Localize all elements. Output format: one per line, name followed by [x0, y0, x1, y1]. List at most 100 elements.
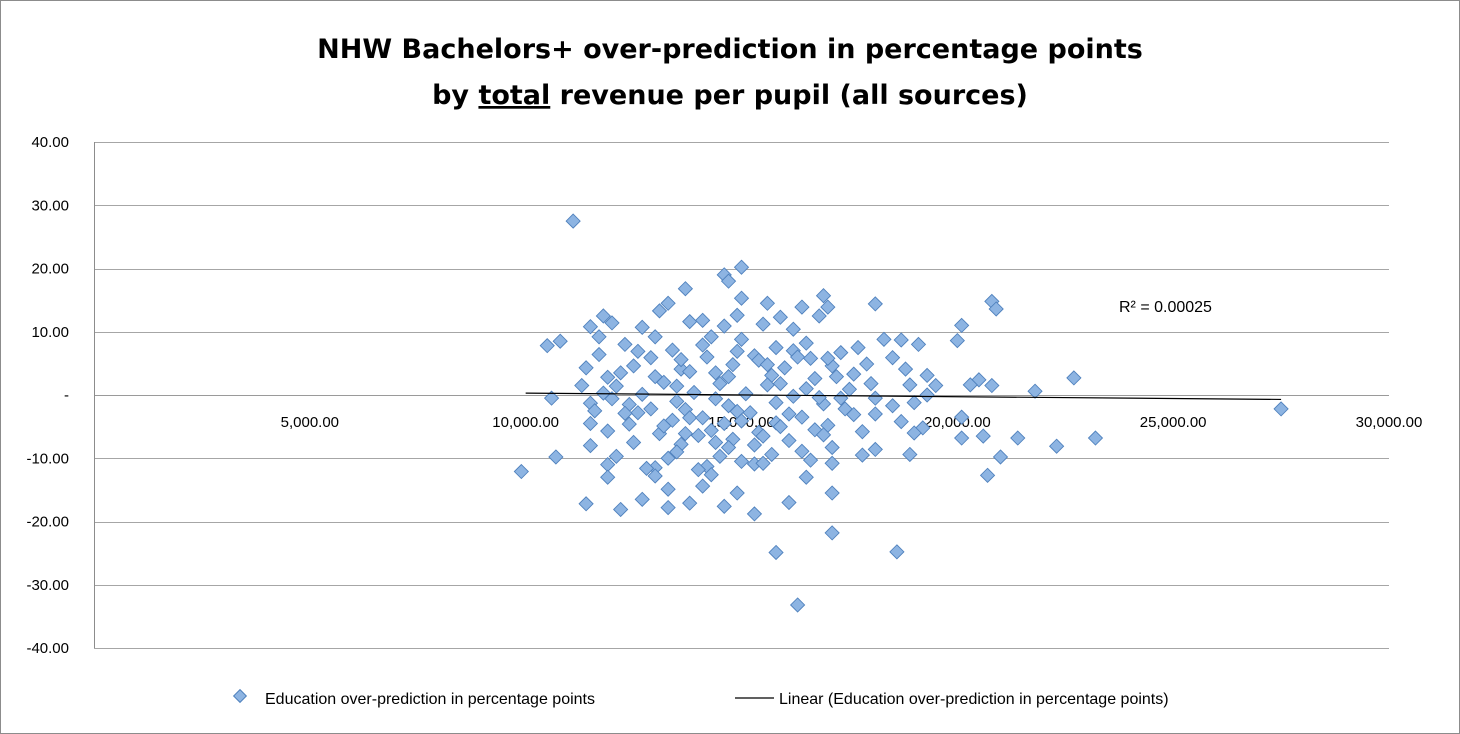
data-point	[703, 329, 719, 345]
data-point	[833, 344, 849, 361]
data-point	[768, 339, 784, 356]
data-point	[707, 365, 724, 381]
data-point	[600, 369, 616, 385]
data-point	[682, 495, 698, 511]
data-point	[824, 485, 840, 501]
data-point	[630, 405, 646, 421]
data-point	[634, 491, 650, 507]
data-point	[954, 430, 970, 446]
data-point	[815, 288, 832, 304]
data-point	[643, 350, 659, 366]
data-point	[759, 357, 776, 373]
data-point	[656, 374, 672, 390]
data-point	[677, 281, 694, 297]
data-point	[591, 346, 607, 363]
data-point	[712, 448, 728, 464]
data-point	[612, 501, 629, 518]
data-point	[587, 403, 603, 419]
data-point	[802, 350, 819, 366]
data-point	[582, 415, 599, 432]
data-point	[733, 331, 750, 347]
y-tick-label: -	[64, 387, 69, 404]
data-point	[625, 434, 642, 451]
data-point	[824, 525, 840, 541]
data-point	[1087, 430, 1104, 446]
data-point	[617, 405, 633, 421]
legend-label-scatter: Education over-prediction in percentage …	[265, 691, 595, 708]
y-tick-label: -40.00	[26, 640, 69, 657]
data-point	[625, 358, 642, 374]
data-point	[677, 425, 694, 442]
data-point	[910, 336, 927, 353]
data-point	[716, 318, 732, 334]
y-tick-label: -30.00	[26, 577, 69, 594]
data-point	[794, 409, 810, 425]
data-point	[604, 315, 620, 331]
data-point	[729, 485, 745, 501]
data-point	[582, 319, 599, 335]
data-point	[906, 425, 922, 441]
data-point	[928, 377, 944, 394]
data-point	[824, 455, 840, 471]
data-point	[746, 437, 763, 453]
data-point	[828, 369, 845, 385]
data-point	[600, 423, 616, 439]
data-point	[664, 412, 681, 428]
x-tick-label: 10,000.00	[492, 414, 559, 431]
data-point	[984, 377, 1000, 394]
data-point	[759, 295, 776, 311]
data-point	[867, 390, 883, 406]
data-point	[574, 377, 590, 394]
data-point	[729, 343, 745, 359]
data-point	[600, 469, 616, 485]
data-point	[729, 307, 745, 323]
data-point	[768, 544, 784, 561]
chart-title-line-2-end: revenue per pupil (all sources)	[550, 80, 1028, 111]
data-point	[578, 496, 594, 512]
data-point	[552, 333, 568, 349]
data-point	[884, 350, 901, 366]
data-point	[669, 378, 685, 394]
data-point	[768, 394, 784, 411]
trendline	[525, 392, 1282, 401]
x-tick-label: 5,000.00	[281, 414, 339, 431]
data-point	[604, 391, 620, 407]
data-point	[656, 418, 672, 434]
data-point	[707, 391, 724, 407]
data-point	[781, 494, 797, 511]
data-point	[733, 413, 750, 429]
x-tick-label: 20,000.00	[924, 414, 991, 431]
data-point	[820, 350, 836, 366]
data-point	[1010, 430, 1026, 446]
data-point	[543, 390, 560, 406]
data-point	[716, 415, 732, 432]
data-point	[647, 329, 663, 345]
data-point	[902, 377, 918, 393]
data-point	[513, 463, 529, 480]
x-tick-label: 25,000.00	[1140, 414, 1207, 431]
data-point	[703, 467, 719, 483]
data-point	[867, 296, 883, 312]
data-point	[919, 387, 935, 403]
data-point	[850, 339, 866, 356]
data-point	[759, 377, 776, 393]
data-point	[660, 481, 676, 497]
data-point	[707, 434, 724, 451]
data-point	[703, 422, 719, 439]
data-point	[893, 332, 909, 348]
data-point	[764, 446, 780, 463]
data-point	[859, 356, 875, 372]
data-point	[781, 432, 797, 449]
data-point	[755, 316, 771, 332]
data-point	[582, 437, 599, 454]
chart-title: NHW Bachelors+ over-prediction in percen…	[317, 34, 1143, 111]
y-tick-label: 20.00	[31, 261, 69, 278]
data-point	[815, 427, 832, 443]
data-point	[733, 290, 750, 306]
data-point	[634, 319, 650, 335]
data-point	[781, 406, 797, 422]
data-point	[1048, 438, 1065, 454]
data-point	[591, 329, 607, 345]
